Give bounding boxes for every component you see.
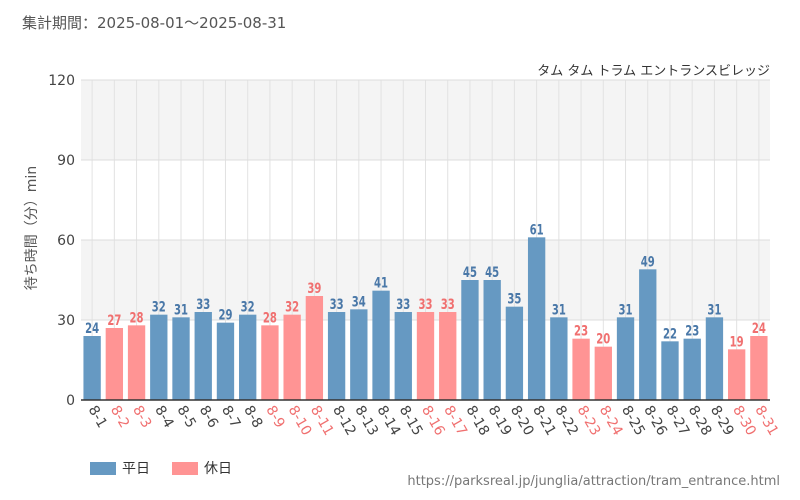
- y-tick-label: 90: [57, 153, 75, 169]
- value-label: 23: [685, 323, 699, 339]
- y-tick-label: 120: [48, 73, 75, 89]
- bar-8-15: [394, 312, 412, 400]
- value-label: 33: [418, 296, 432, 312]
- bar-8-12: [327, 312, 346, 400]
- value-label: 19: [730, 334, 744, 350]
- legend: 平日 休日: [90, 458, 254, 478]
- x-tick-label: 8-5: [174, 403, 199, 431]
- x-tick-label: 8-6: [196, 403, 221, 431]
- bar-8-14: [372, 290, 390, 400]
- bar-8-30: [727, 349, 746, 400]
- value-label: 45: [463, 264, 477, 280]
- bar-8-23: [572, 338, 590, 400]
- bar-8-3: [127, 325, 146, 400]
- bar-8-19: [483, 280, 501, 400]
- x-tick-label: 8-9: [262, 403, 287, 431]
- legend-swatch-weekday: [90, 461, 116, 475]
- value-labels-group: 24 27 28 32 31 33 29 32 28 32 39 33 34 41 33 33 33 45 45 35…: [85, 222, 766, 350]
- value-label: 24: [752, 320, 766, 336]
- value-label: 32: [285, 299, 299, 315]
- bar-8-10: [283, 314, 301, 400]
- bar-8-5: [172, 317, 190, 400]
- value-label: 27: [107, 312, 121, 328]
- value-label: 23: [574, 323, 588, 339]
- bar-8-18: [461, 280, 479, 400]
- y-tick-label: 30: [57, 313, 75, 329]
- value-label: 31: [619, 302, 633, 318]
- x-tick-label: 8-8: [240, 403, 265, 431]
- bar-8-25: [616, 317, 635, 400]
- value-label: 22: [663, 326, 677, 342]
- x-tick-label: 8-3: [129, 403, 154, 431]
- x-tick-label: 8-4: [151, 403, 176, 431]
- y-tick-labels: 0 30 60 90 120: [48, 73, 75, 409]
- value-label: 31: [552, 302, 566, 318]
- bar-8-16: [416, 312, 435, 400]
- bar-8-21: [527, 237, 546, 400]
- value-label: 33: [196, 296, 210, 312]
- bar-8-7: [216, 322, 235, 400]
- source-url: https://parksreal.jp/junglia/attraction/…: [407, 474, 780, 489]
- value-label: 49: [641, 254, 655, 270]
- bar-8-2: [105, 328, 124, 400]
- period-label: 集計期間：2025-08-01～2025-08-31: [22, 14, 287, 32]
- value-label: 28: [263, 310, 277, 326]
- value-label: 20: [596, 331, 610, 347]
- legend-label-holiday: 休日: [204, 461, 232, 477]
- bar-8-29: [705, 317, 724, 400]
- value-label: 31: [174, 302, 188, 318]
- legend-item-holiday: 休日: [172, 458, 232, 478]
- bar-8-27: [661, 341, 679, 400]
- value-label: 33: [330, 296, 344, 312]
- bar-8-20: [505, 306, 524, 400]
- value-label: 61: [530, 222, 544, 238]
- legend-label-weekday: 平日: [122, 461, 150, 477]
- bar-8-24: [594, 346, 612, 400]
- bars-group: [83, 237, 768, 400]
- y-axis-label: 待ち時間（分）min: [24, 166, 40, 290]
- value-label: 29: [218, 307, 232, 323]
- bar-8-8: [239, 314, 257, 400]
- bar-8-1: [83, 336, 101, 400]
- bar-8-9: [261, 325, 279, 400]
- y-tick-label: 0: [66, 393, 75, 409]
- x-tick-labels: 8-18-28-38-48-58-68-78-88-98-108-118-128…: [85, 403, 782, 439]
- value-label: 35: [507, 291, 521, 307]
- value-label: 32: [152, 299, 166, 315]
- value-label: 31: [707, 302, 721, 318]
- attraction-title: タム タム トラム エントランスビレッジ: [537, 64, 770, 79]
- value-label: 33: [441, 296, 455, 312]
- bar-8-26: [639, 269, 657, 400]
- bar-8-11: [305, 296, 324, 400]
- value-label: 39: [307, 280, 321, 296]
- value-label: 41: [374, 275, 388, 291]
- legend-item-weekday: 平日: [90, 458, 150, 478]
- bar-8-22: [550, 317, 568, 400]
- bar-8-13: [350, 309, 368, 400]
- value-label: 32: [241, 299, 255, 315]
- x-tick-label: 8-2: [107, 403, 132, 431]
- value-label: 34: [352, 294, 366, 310]
- value-label: 24: [85, 320, 99, 336]
- bar-8-28: [683, 338, 701, 400]
- legend-swatch-holiday: [172, 461, 198, 475]
- bar-8-6: [194, 312, 212, 400]
- bar-8-4: [150, 314, 168, 400]
- bar-8-31: [750, 336, 768, 400]
- x-tick-label: 8-7: [218, 403, 243, 431]
- x-tick-label: 8-31: [751, 403, 781, 439]
- value-label: 28: [130, 310, 144, 326]
- y-tick-label: 60: [57, 233, 75, 249]
- value-label: 33: [396, 296, 410, 312]
- value-label: 45: [485, 264, 499, 280]
- x-tick-label: 8-1: [85, 403, 110, 431]
- bar-8-17: [439, 312, 457, 400]
